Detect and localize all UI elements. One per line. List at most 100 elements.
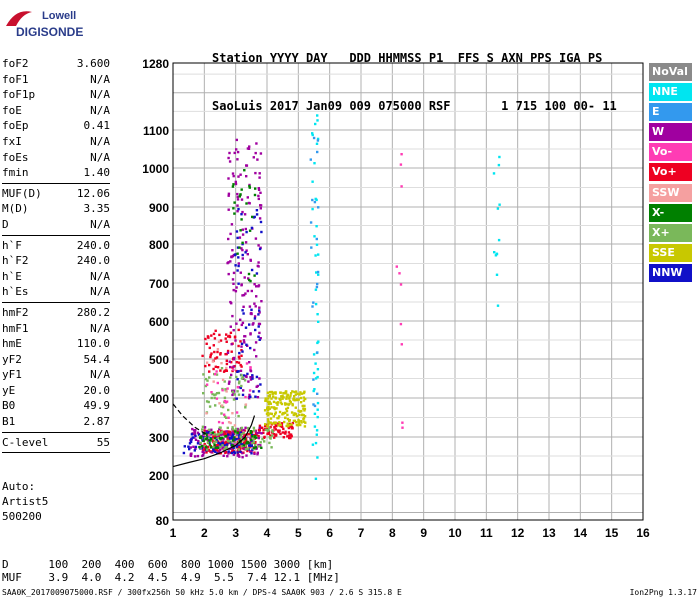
data-point [241, 321, 245, 325]
data-point [285, 395, 288, 399]
legend-item-nnw: NNW [649, 263, 692, 282]
data-point [238, 437, 241, 441]
data-point [236, 431, 239, 434]
data-point [232, 288, 235, 292]
header-labels-row: Station YYYY DAY DDD HHMMSS P1 FFS S AXN… [212, 50, 617, 66]
data-point [241, 242, 244, 246]
data-point [201, 425, 205, 428]
param-row: foEs N/A [2, 150, 110, 166]
data-point [311, 132, 314, 135]
data-point [205, 446, 208, 449]
data-point [194, 438, 198, 441]
data-point [254, 441, 257, 444]
data-point [256, 264, 259, 268]
data-point [214, 357, 217, 360]
data-point [251, 375, 254, 378]
data-point [279, 391, 282, 394]
data-point [313, 200, 317, 204]
data-point [227, 441, 230, 445]
data-point [183, 445, 186, 448]
data-point [315, 225, 318, 228]
data-point [227, 237, 230, 241]
param-value: 240.0 [76, 254, 110, 268]
data-point [256, 431, 259, 435]
data-point [291, 421, 295, 425]
data-point [234, 180, 237, 184]
data-point [233, 335, 237, 338]
data-point [288, 399, 292, 402]
data-point [255, 433, 258, 436]
data-point [288, 402, 291, 406]
data-point [248, 145, 251, 148]
data-point [242, 305, 245, 308]
data-point [243, 213, 247, 216]
data-point [257, 188, 261, 191]
data-point [234, 397, 237, 400]
series-sse [263, 390, 307, 428]
data-point [257, 445, 261, 448]
data-point [210, 451, 213, 454]
param-name: foF1p [2, 88, 36, 102]
legend-item-x: X- [649, 203, 692, 222]
data-point [247, 380, 250, 383]
data-point [252, 156, 255, 159]
data-point [290, 423, 293, 426]
param-name: fxI [2, 134, 22, 148]
data-point [284, 416, 287, 419]
data-point [312, 353, 316, 356]
data-point [219, 433, 223, 436]
data-point [259, 152, 263, 155]
param-value: 110.0 [76, 337, 110, 351]
data-point [222, 433, 226, 436]
data-point [294, 406, 297, 409]
data-point [250, 308, 253, 311]
data-point [268, 400, 271, 404]
data-point [260, 230, 263, 234]
data-point [271, 392, 274, 395]
data-point [238, 357, 241, 360]
data-point [229, 430, 232, 434]
data-point [244, 444, 247, 447]
data-point [237, 282, 240, 285]
muf-value: 5.5 [214, 571, 234, 584]
data-point [299, 401, 303, 404]
data-point [274, 434, 278, 437]
data-point [278, 397, 281, 401]
series-w [189, 138, 263, 459]
data-point [193, 431, 196, 434]
data-point [227, 192, 231, 195]
data-point [238, 195, 241, 198]
param-row: foF2 3.600 [2, 56, 110, 72]
data-point [206, 438, 210, 442]
data-point [258, 306, 261, 309]
data-point [254, 443, 257, 447]
data-point [233, 436, 236, 439]
data-point [230, 255, 233, 259]
data-point [498, 155, 501, 159]
data-point [313, 412, 317, 415]
data-point [232, 329, 235, 332]
param-row: foF1p N/A [2, 87, 110, 103]
data-point [234, 264, 237, 267]
param-value: 3.35 [83, 202, 111, 216]
data-point [314, 377, 318, 380]
data-point [220, 412, 223, 415]
data-point [262, 436, 266, 439]
data-point [224, 435, 227, 438]
data-point [232, 207, 235, 210]
data-point [205, 383, 209, 386]
data-point [264, 428, 267, 431]
data-point [228, 151, 231, 155]
data-point [248, 446, 251, 449]
data-point [229, 421, 232, 425]
data-point [214, 404, 217, 407]
data-point [233, 201, 236, 204]
data-point [221, 404, 224, 407]
param-value: 20.0 [83, 383, 111, 397]
data-point [290, 433, 293, 436]
data-point [228, 360, 231, 363]
data-point [315, 237, 318, 241]
data-point [242, 447, 246, 450]
param-name: foF1 [2, 72, 29, 86]
data-point [203, 429, 206, 432]
